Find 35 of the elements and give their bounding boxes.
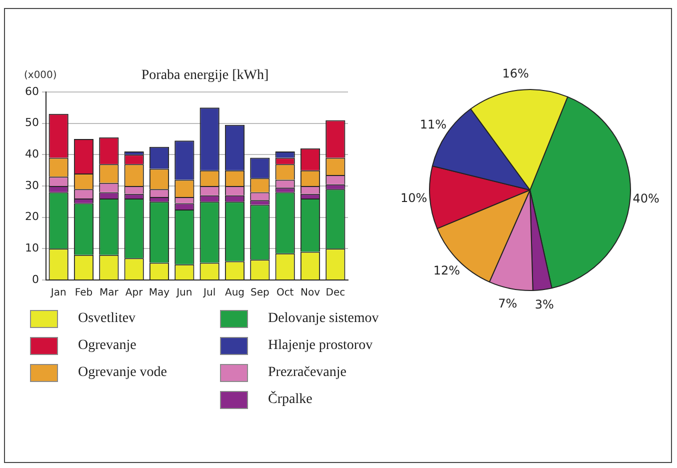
x-tick-label: Jun [176,288,192,299]
x-tick-label: Jul [202,288,216,299]
chart-title: Poraba energije [kWh] [140,68,270,84]
x-tick-label: Nov [300,288,320,299]
data-label: 40% [632,192,660,206]
x-tick-label: Aug [224,288,245,299]
x-tick-label: Mar [99,288,120,299]
y-tick-label: 0 [32,272,39,286]
legend-label: Ogrevanje vode [78,365,168,381]
x-tick-label: Feb [74,288,93,299]
y-tick-label: 30 [24,178,39,192]
y-tick-label: 60 [24,84,39,98]
y-axis-title: (x000) [24,70,57,81]
x-tick-label: Apr [125,288,144,299]
x-tick-label: Sep [250,288,270,299]
data-label: 3% [534,298,554,312]
legend-label: Osvetlitev [78,311,136,327]
legend-label: Hlajenje prostorov [268,338,373,354]
legend-label: Prezračevanje [268,365,346,381]
x-tick-label: Dec [326,288,346,299]
data-label: 12% [433,264,460,278]
legend-label: Ogrevanje [78,338,136,354]
y-tick-label: 10 [24,242,39,255]
data-label: 11% [420,117,447,132]
x-tick-label: Oct [276,288,294,299]
y-tick-label: 50 [24,116,39,130]
data-label: 10% [400,190,428,205]
legend-label: Črpalke [268,392,312,408]
data-label: 7% [498,296,518,310]
x-tick-label: Jan [50,288,66,299]
x-tick-label: May [148,288,170,299]
legend-label: Delovanje sistemov [268,311,379,327]
y-tick-label: 40 [24,148,39,161]
data-label: 16% [502,66,529,81]
y-tick-label: 20 [24,210,39,224]
